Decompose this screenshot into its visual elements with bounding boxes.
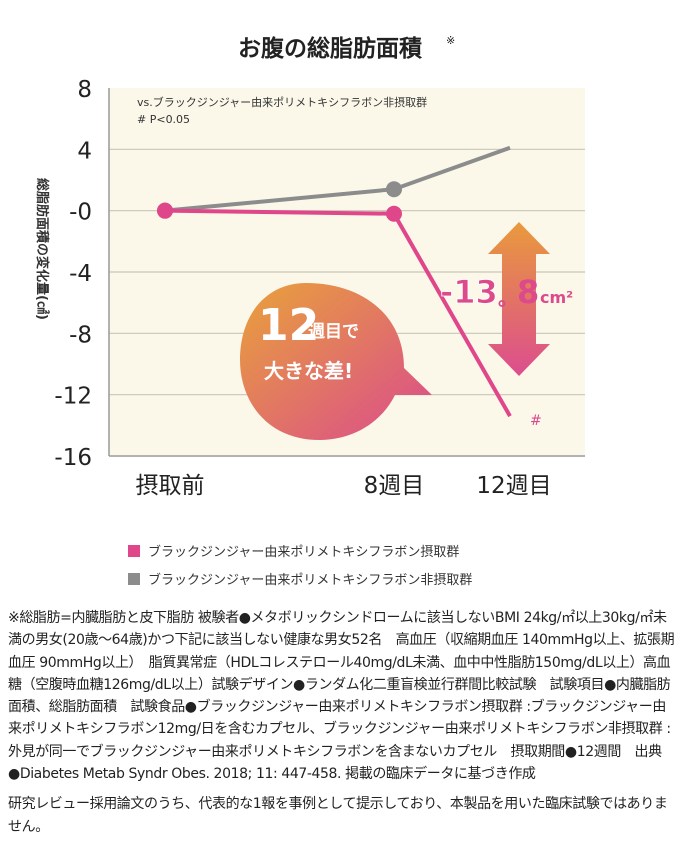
x-tick-label: 摂取前 — [136, 473, 205, 499]
legend-label: ブラックジンジャー由来ポリメトキシフラボン非摂取群 — [148, 573, 473, 588]
x-tick-label: 8週目 — [364, 473, 425, 499]
y-tick-label: -16 — [54, 445, 92, 471]
data-point — [386, 205, 402, 222]
y-tick-label: 4 — [77, 138, 92, 164]
svg-text:。: 。 — [498, 286, 518, 310]
y-tick-label: 8 — [77, 77, 92, 103]
bubble-text1: 週目で — [308, 322, 359, 342]
svg-text:cm²: cm² — [540, 288, 573, 307]
y-tick-label: -0 — [69, 200, 92, 226]
legend-item-non-intake: ブラックジンジャー由来ポリメトキシフラボン非摂取群 — [128, 569, 472, 588]
bubble-number: 12 — [258, 300, 319, 351]
y-axis-label: 総脂肪面積の変化量(㎠) — [34, 178, 50, 320]
chart-title: お腹の総脂肪面積 — [238, 35, 423, 62]
legend-swatch-gray — [128, 572, 140, 585]
y-tick-label: -4 — [69, 261, 92, 287]
legend-item-intake: ブラックジンジャー由来ポリメトキシフラボン摂取群 — [128, 541, 459, 560]
significance-mark: # — [530, 413, 542, 429]
fat-area-chart: お腹の総脂肪面積 ※ 8 4 -0 -4 -8 -12 -16 摂取前 8週目 12週目 総脂肪… — [34, 34, 585, 499]
y-tick-label: -8 — [69, 322, 92, 348]
difference-arrow — [488, 222, 550, 376]
data-point — [157, 202, 173, 219]
data-point — [386, 181, 402, 198]
study-notes: ※総脂肪=内臓脂肪と皮下脂肪 被験者●メタボリックシンドロームに該当しないBMI… — [8, 610, 675, 783]
footnotes: ※総脂肪=内臓脂肪と皮下脂肪 被験者●メタボリックシンドロームに該当しないBMI… — [8, 607, 676, 838]
svg-text:-13: -13 — [440, 273, 498, 311]
legend-swatch-pink — [128, 544, 140, 557]
chart-title-mark: ※ — [446, 34, 455, 47]
bubble-text2: 大きな差! — [264, 359, 353, 383]
disclaimer: 研究レビュー採用論文のうち、代表的な1報を事例として提示しており、本製品を用いた… — [8, 796, 668, 835]
x-tick-label: 12週目 — [476, 473, 551, 499]
speech-bubble — [240, 283, 432, 440]
difference-label: -13 。 8 cm² — [440, 273, 574, 312]
y-tick-label: -12 — [54, 384, 92, 410]
svg-text:8: 8 — [517, 273, 539, 311]
annotation-note2: # P<0.05 — [137, 113, 190, 126]
legend-label: ブラックジンジャー由来ポリメトキシフラボン摂取群 — [148, 545, 460, 560]
annotation-note1: vs.ブラックジンジャー由来ポリメトキシフラボン非摂取群 — [137, 95, 427, 109]
